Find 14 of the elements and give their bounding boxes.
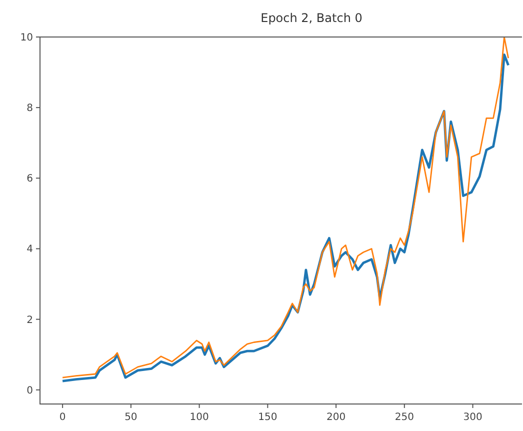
y-tick-label: 0 <box>26 385 33 396</box>
x-tick-label: 0 <box>59 412 66 423</box>
x-tick-label: 250 <box>394 412 414 423</box>
x-tick-label: 200 <box>326 412 346 423</box>
x-tick-label: 300 <box>463 412 482 423</box>
x-tick-label: 150 <box>258 412 278 423</box>
y-tick-label: 6 <box>26 174 33 185</box>
y-tick-label: 10 <box>20 32 33 44</box>
y-tick-label: 2 <box>26 314 33 326</box>
y-tick-label: 8 <box>26 103 33 114</box>
y-tick-label: 4 <box>26 244 33 256</box>
chart-title: Epoch 2, Batch 0 <box>260 11 362 25</box>
x-tick-label: 50 <box>124 412 138 423</box>
x-tick-label: 100 <box>190 412 209 423</box>
